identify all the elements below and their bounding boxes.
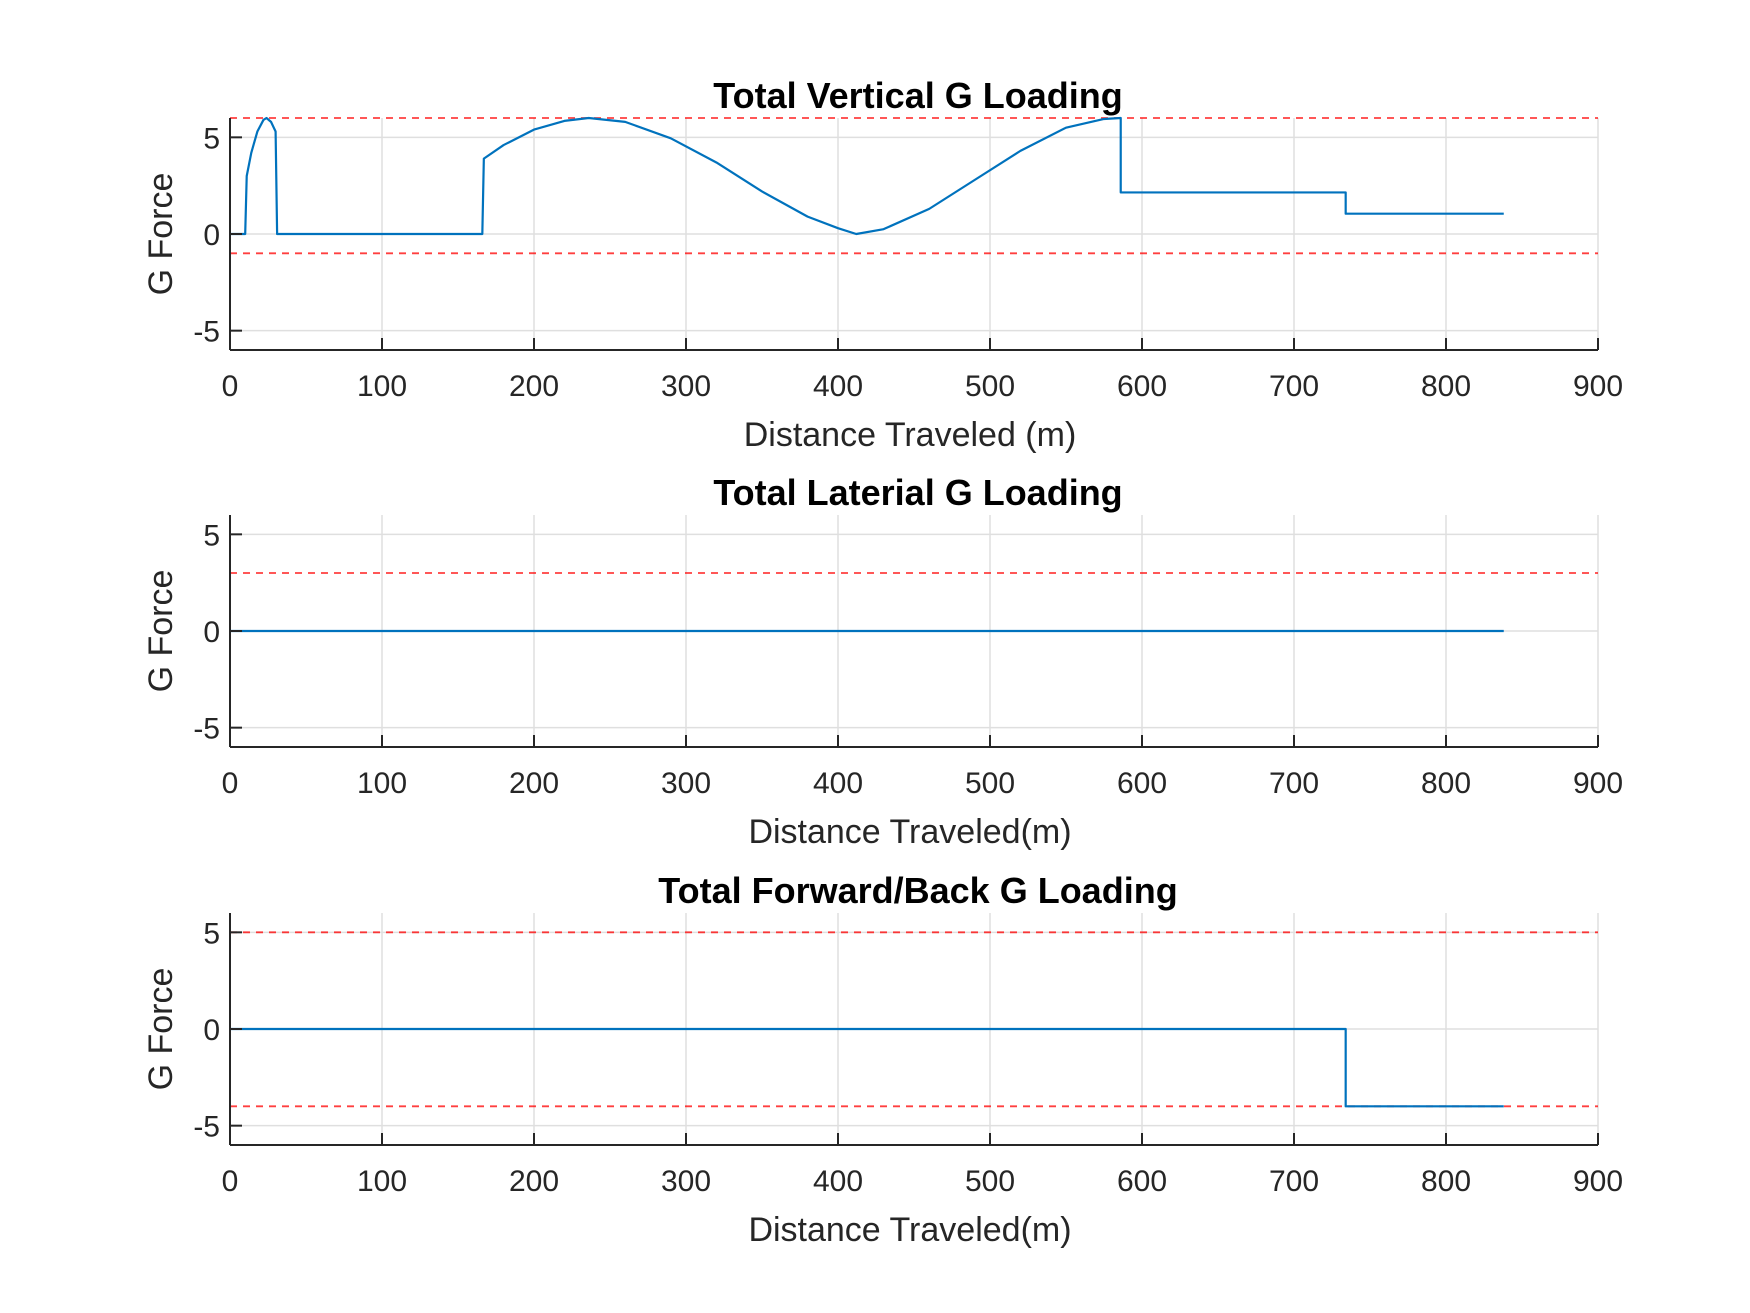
- x-tick-label: 500: [965, 1165, 1015, 1198]
- x-tick-label: 100: [357, 1165, 407, 1198]
- x-tick-label: 500: [965, 767, 1015, 800]
- x-tick-label: 800: [1421, 370, 1471, 403]
- x-axis-label: Distance Traveled(m): [748, 813, 1071, 851]
- x-tick-label: 300: [661, 1165, 711, 1198]
- x-axis-label: Distance Traveled(m): [748, 1211, 1071, 1249]
- y-tick-label: 5: [203, 122, 220, 155]
- y-axis-label: G Force: [142, 968, 180, 1091]
- x-tick-label: 900: [1573, 1165, 1623, 1198]
- y-tick-label: -5: [193, 713, 220, 746]
- chart-title: Total Laterial G Loading: [713, 472, 1122, 513]
- x-tick-label: 700: [1269, 1165, 1319, 1198]
- chart-title: Total Forward/Back G Loading: [658, 870, 1177, 911]
- x-tick-label: 200: [509, 767, 559, 800]
- x-tick-label: 600: [1117, 370, 1167, 403]
- y-tick-label: 5: [203, 519, 220, 552]
- y-axis-label: G Force: [142, 173, 180, 296]
- x-tick-label: 400: [813, 370, 863, 403]
- x-tick-label: 400: [813, 1165, 863, 1198]
- x-tick-label: 100: [357, 767, 407, 800]
- x-tick-label: 400: [813, 767, 863, 800]
- x-tick-label: 0: [222, 767, 239, 800]
- y-tick-label: -5: [193, 1111, 220, 1144]
- series-line: [230, 1027, 1504, 1108]
- y-tick-label: 0: [203, 1014, 220, 1047]
- x-tick-label: 600: [1117, 1165, 1167, 1198]
- y-tick-label: -5: [193, 316, 220, 349]
- y-tick-label: 0: [203, 616, 220, 649]
- y-axis-label: G Force: [142, 570, 180, 693]
- x-tick-label: 600: [1117, 767, 1167, 800]
- x-tick-label: 900: [1573, 767, 1623, 800]
- y-tick-label: 5: [203, 917, 220, 950]
- x-tick-label: 900: [1573, 370, 1623, 403]
- x-tick-label: 800: [1421, 1165, 1471, 1198]
- x-tick-label: 200: [509, 1165, 559, 1198]
- x-tick-label: 200: [509, 370, 559, 403]
- series-line: [230, 116, 1504, 236]
- x-tick-label: 0: [222, 1165, 239, 1198]
- x-tick-label: 800: [1421, 767, 1471, 800]
- x-tick-label: 700: [1269, 767, 1319, 800]
- x-tick-label: 0: [222, 370, 239, 403]
- x-axis-label: Distance Traveled (m): [744, 416, 1077, 454]
- y-tick-label: 0: [203, 219, 220, 252]
- x-tick-label: 100: [357, 370, 407, 403]
- x-tick-label: 300: [661, 767, 711, 800]
- x-tick-label: 500: [965, 370, 1015, 403]
- x-tick-label: 300: [661, 370, 711, 403]
- x-tick-label: 700: [1269, 370, 1319, 403]
- chart-title: Total Vertical G Loading: [713, 75, 1122, 116]
